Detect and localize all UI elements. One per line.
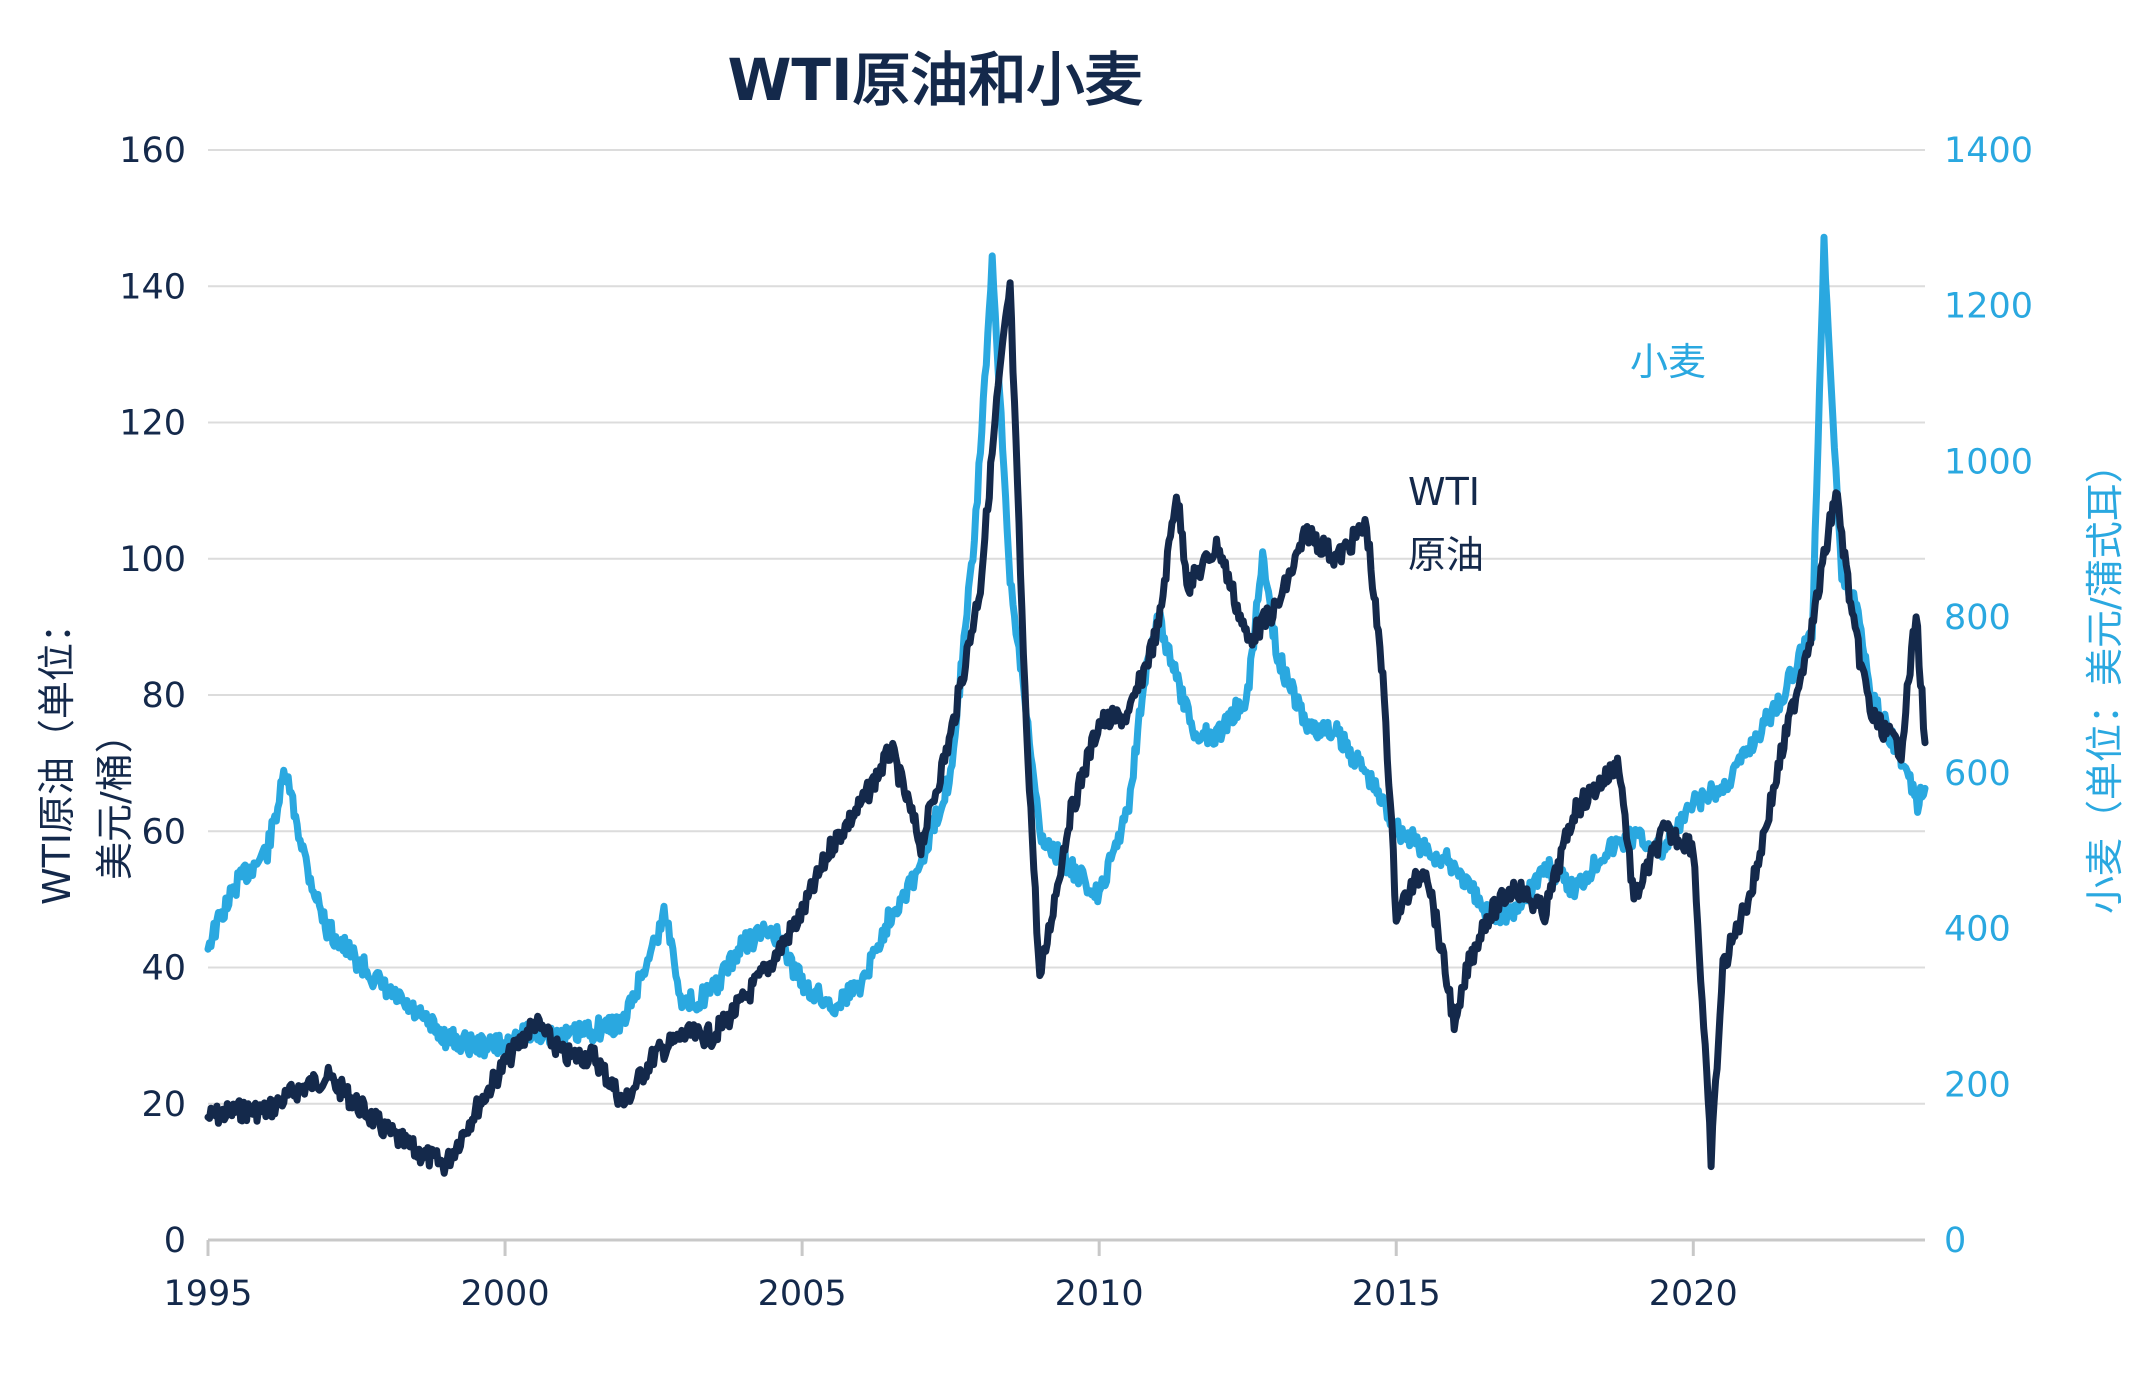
right-y-tick-400: 400	[1944, 910, 2011, 950]
left-y-tick-100: 100	[119, 540, 186, 580]
grid	[208, 149, 1925, 1105]
annotation-wti-line-1: WTI	[1408, 470, 1480, 514]
left-y-tick-160: 160	[119, 131, 186, 171]
left-y-tick-40: 40	[141, 949, 186, 989]
annotation-wheat: 小麦	[1630, 340, 1706, 384]
series-wti	[204, 279, 1929, 1177]
wti-line	[204, 279, 1929, 1177]
annotation-wti-line-2: 原油	[1408, 533, 1484, 577]
x-tick-1995: 1995	[163, 1274, 252, 1314]
right-y-axis-title: 小麦（单位：美元/蒲式耳）	[2083, 445, 2127, 914]
left-y-axis-title-line-1: WTI原油（单位：	[35, 605, 79, 905]
annotation-wti: WTI 原油	[1408, 470, 1484, 577]
right-y-tick-800: 800	[1944, 598, 2011, 638]
x-tick-2010: 2010	[1055, 1274, 1144, 1314]
left-y-tick-20: 20	[141, 1085, 186, 1125]
right-y-tick-0: 0	[1944, 1221, 1966, 1261]
left-y-tick-0: 0	[164, 1221, 186, 1261]
right-y-axis-ticks: 0 200 400 600 800 1000 1200 1400	[1944, 131, 2033, 1261]
right-y-tick-1200: 1200	[1944, 287, 2033, 327]
x-tick-2000: 2000	[461, 1274, 550, 1314]
x-axis: 1995 2000 2005 2010 2015 2020	[163, 1238, 1925, 1314]
left-y-tick-80: 80	[141, 676, 186, 716]
right-y-tick-200: 200	[1944, 1065, 2011, 1105]
left-y-axis-title: WTI原油（单位： 美元/桶）	[35, 605, 137, 905]
left-y-tick-60: 60	[141, 812, 186, 852]
series-wheat	[204, 233, 1929, 1060]
x-tick-2015: 2015	[1352, 1274, 1441, 1314]
right-y-tick-600: 600	[1944, 754, 2011, 794]
left-y-tick-140: 140	[119, 267, 186, 307]
x-tick-2005: 2005	[758, 1274, 847, 1314]
left-y-axis-title-line-2: 美元/桶）	[93, 715, 137, 880]
right-y-tick-1400: 1400	[1944, 131, 2033, 171]
left-y-tick-120: 120	[119, 404, 186, 444]
x-tick-2020: 2020	[1649, 1274, 1738, 1314]
left-y-axis-ticks: 0 20 40 60 80 100 120 140 160	[119, 131, 186, 1261]
chart-title: WTI原油和小麦	[727, 46, 1142, 114]
wheat-line	[204, 233, 1929, 1060]
right-y-tick-1000: 1000	[1944, 442, 2033, 482]
